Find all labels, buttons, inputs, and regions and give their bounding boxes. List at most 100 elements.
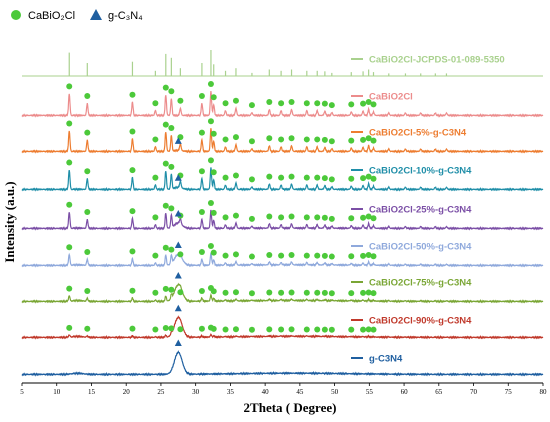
cabio2cl-peak-marker [248, 102, 255, 109]
cabio2cl-peak-marker [162, 160, 169, 167]
cabio2cl-peak-marker [84, 209, 91, 215]
cabio2cl-peak-marker [314, 174, 321, 181]
series-label: CaBiO2Cl-75%-g-C3N4 [369, 278, 472, 289]
cabio2cl-peak-marker [360, 136, 367, 143]
cabio2cl-peak-marker [168, 88, 175, 95]
cabio2cl-peak-marker [278, 289, 285, 296]
cabio2cl-peak-marker [348, 137, 355, 144]
cabio2cl-peak-marker [248, 176, 255, 183]
cabio2cl-peak-marker [321, 252, 328, 259]
cabio2cl-peak-marker [321, 100, 328, 107]
series-line [21, 91, 544, 118]
cabio2cl-peak-marker [266, 326, 273, 333]
series-line [21, 167, 544, 192]
cabio2cl-peak-marker [222, 100, 229, 107]
cabio2cl-peak-marker [360, 175, 367, 182]
legend: CaBiO₂Cl g-C₃N₄ [11, 9, 143, 22]
cabio2cl-peak-marker [198, 209, 205, 215]
cabio2cl-peak-marker [162, 324, 169, 331]
x-tick-label: 45 [296, 388, 304, 396]
cabio2cl-peak-marker [303, 100, 310, 107]
cabio2cl-peak-marker [370, 326, 377, 333]
cabio2cl-peak-marker [177, 97, 184, 104]
cabio2cl-peak-marker [328, 176, 335, 183]
cabio2cl-peak-marker [84, 129, 91, 136]
cabio2cl-peak-marker [207, 157, 214, 164]
series-label: CaBiO2Cl-10%-g-C3N4 [369, 166, 472, 177]
cabio2cl-peak-marker [248, 253, 255, 260]
cabio2cl-peak-marker [365, 289, 372, 296]
cabio2cl-peak-marker [303, 214, 310, 221]
cabio2cl-peak-marker [365, 326, 372, 333]
cabio2cl-peak-marker [129, 248, 136, 255]
series-line [21, 251, 544, 268]
cabio2cl-peak-marker [198, 168, 205, 175]
cabio2cl-peak-marker [66, 120, 73, 127]
cabio2cl-peak-marker [129, 208, 136, 215]
cabio2cl-peak-marker [365, 252, 372, 258]
x-tick-label: 20 [123, 388, 131, 396]
cabio2cl-peak-marker [162, 84, 169, 91]
cabio2cl-peak-marker [328, 138, 335, 145]
x-tick-label: 10 [53, 388, 61, 396]
x-tick-label: 40 [262, 388, 270, 396]
cabio2cl-peak-marker [288, 252, 295, 258]
legend-triangle-icon [90, 9, 102, 20]
cabio2cl-peak-marker [162, 285, 169, 292]
cabio2cl-peak-marker [314, 100, 321, 107]
cabio2cl-peak-marker [84, 325, 91, 332]
cabio2cl-peak-marker [360, 100, 367, 107]
cabio2cl-peak-marker [198, 249, 205, 255]
x-axis: 5 10 15 20 25 30 35 40 45 50 55 60 65 70 75 80 [20, 382, 547, 396]
cabio2cl-peak-marker [303, 289, 310, 296]
cabio2cl-peak-marker [365, 135, 372, 142]
cabio2cl-peak-marker [152, 214, 159, 221]
cabio2cl-peak-marker [168, 246, 175, 253]
cabio2cl-peak-marker [66, 83, 73, 90]
x-tick-label: 30 [192, 388, 200, 396]
series-line [21, 209, 544, 231]
gcn-peak-marker [174, 272, 182, 279]
cabio2cl-peak-marker [248, 326, 255, 333]
cabio2cl-peak-marker [210, 94, 217, 101]
x-tick-label: 65 [435, 388, 443, 396]
cabio2cl-peak-marker [232, 134, 239, 141]
cabio2cl-peak-marker [168, 286, 175, 293]
cabio2cl-peak-marker [348, 253, 355, 260]
cabio2cl-peak-marker [266, 289, 273, 296]
cabio2cl-peak-marker [314, 252, 321, 259]
cabio2cl-peak-marker [210, 249, 217, 256]
gcn-peak-marker [174, 339, 182, 346]
cabio2cl-peak-marker [152, 289, 159, 296]
cabio2cl-peak-marker [266, 135, 273, 142]
cabio2cl-peak-marker [321, 214, 328, 221]
cabio2cl-peak-marker [232, 172, 239, 179]
gcn-peak-marker [174, 137, 182, 144]
series-layer: CaBiO2Cl-JCPDS-01-089-5350 CaBiO2Cl CaBiO2… [21, 50, 544, 377]
cabio2cl-peak-marker [348, 101, 355, 108]
cabio2cl-peak-marker [198, 129, 205, 136]
cabio2cl-peak-marker [66, 244, 73, 251]
cabio2cl-peak-marker [266, 99, 273, 105]
cabio2cl-peak-marker [66, 201, 73, 208]
cabio2cl-peak-marker [288, 135, 295, 142]
cabio2cl-peak-marker [168, 205, 175, 212]
cabio2cl-peak-marker [278, 326, 285, 333]
cabio2cl-peak-marker [207, 81, 214, 87]
legend-label-cabio2cl: CaBiO₂Cl [28, 10, 75, 22]
cabio2cl-peak-marker [152, 326, 159, 333]
cabio2cl-peak-marker [370, 175, 377, 182]
cabio2cl-peak-marker [365, 173, 372, 180]
cabio2cl-peak-marker [321, 175, 328, 182]
cabio2cl-peak-marker [314, 289, 321, 296]
cabio2cl-peak-marker [222, 252, 229, 259]
cabio2cl-peak-marker [168, 125, 175, 132]
cabio2cl-peak-marker [303, 136, 310, 143]
cabio2cl-peak-marker [66, 159, 73, 166]
cabio2cl-peak-marker [248, 138, 255, 145]
cabio2cl-peak-marker [370, 253, 377, 260]
cabio2cl-peak-marker [314, 214, 321, 221]
series-label: g-C3N4 [369, 354, 403, 365]
cabio2cl-peak-marker [222, 289, 229, 296]
